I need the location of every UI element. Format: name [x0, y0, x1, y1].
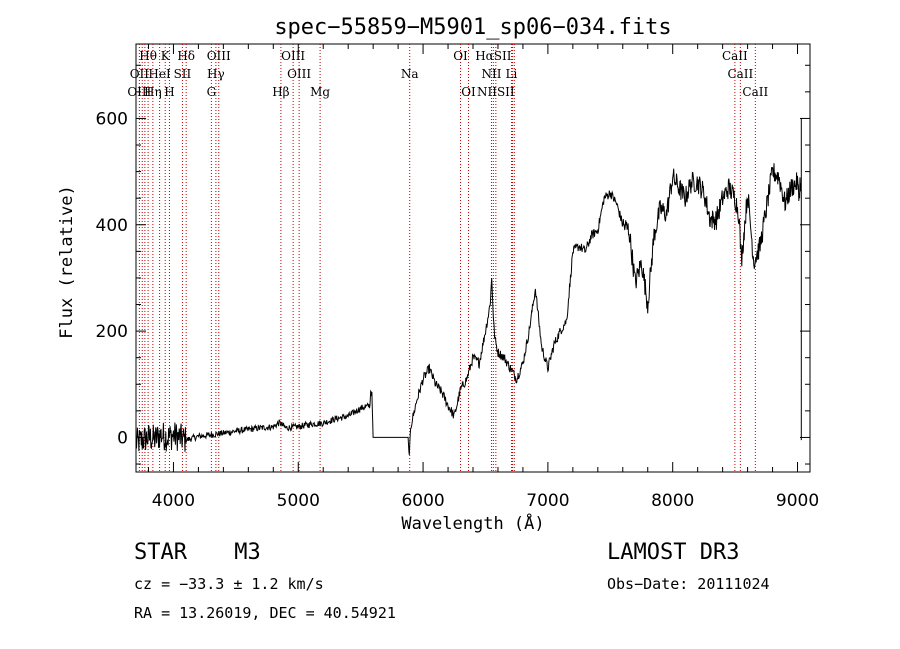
line-annotation: Mg — [310, 85, 330, 99]
x-tick-label: 6000 — [401, 491, 444, 511]
line-annotation: Hθ — [139, 49, 157, 63]
line-annotation: OIII — [207, 49, 231, 63]
x-tick-label: 9000 — [776, 491, 819, 511]
y-tick-label: 0 — [117, 428, 128, 448]
chart-title: spec−55859−M5901_sp06−034.fits — [274, 15, 671, 40]
line-annotation: NII — [481, 67, 501, 81]
line-annotations: Hθ K Hδ OIII OIII OI HαSII CaII OII HeI SII Hγ OIII N… — [127, 49, 768, 99]
object-subclass: M3 — [234, 540, 261, 565]
line-annotation: CaII — [722, 49, 748, 63]
line-annotation: CaII — [742, 85, 768, 99]
line-annotation: Li — [506, 67, 518, 81]
x-tick-label: 5000 — [277, 491, 320, 511]
line-annotation: H — [164, 85, 174, 99]
line-annotation: OII — [130, 67, 150, 81]
line-annotation: Na — [401, 67, 419, 81]
line-annotation: Hδ — [177, 49, 195, 63]
obs-date: Obs−Date: 20111024 — [607, 575, 770, 593]
spectrum-series-line — [135, 118, 802, 456]
object-type: STAR — [134, 540, 187, 565]
y-axis-label: Flux (relative) — [57, 185, 77, 339]
line-annotation: Hβ — [272, 85, 289, 99]
x-tick-label: 4000 — [152, 491, 195, 511]
redshift-cz: cz = −33.3 ± 1.2 km/s — [134, 575, 324, 593]
y-tick-label: 200 — [96, 322, 128, 342]
line-annotation: G — [207, 85, 217, 99]
line-annotation: Hη — [144, 85, 162, 99]
x-axis-label: Wavelength (Å) — [401, 512, 544, 534]
line-annotation: HαSII — [475, 49, 512, 63]
line-annotation: SII — [174, 67, 192, 81]
y-axis-ticks: 0 200 400 600 — [96, 64, 810, 465]
emission-line-markers — [138, 44, 756, 472]
plot-frame — [135, 43, 811, 473]
x-tick-label: 8000 — [651, 491, 694, 511]
line-annotation: CaII — [727, 67, 753, 81]
y-tick-label: 400 — [96, 216, 128, 236]
ra-dec: RA = 13.26019, DEC = 40.54921 — [134, 604, 396, 622]
line-annotation: Hγ — [207, 67, 225, 81]
line-annotation: OIII — [287, 67, 311, 81]
line-annotation: OI — [453, 49, 468, 63]
line-annotation: NIISII — [477, 85, 515, 99]
x-tick-label: 7000 — [526, 491, 569, 511]
x-axis-ticks: 4000 5000 6000 7000 8000 9000 — [147, 44, 819, 511]
survey-name: LAMOST DR3 — [607, 540, 740, 565]
line-annotation: HeI — [148, 67, 171, 81]
line-annotation: OIII — [281, 49, 305, 63]
line-annotation: K — [161, 49, 171, 63]
y-tick-label: 600 — [96, 109, 128, 129]
line-annotation: OI — [461, 85, 476, 99]
